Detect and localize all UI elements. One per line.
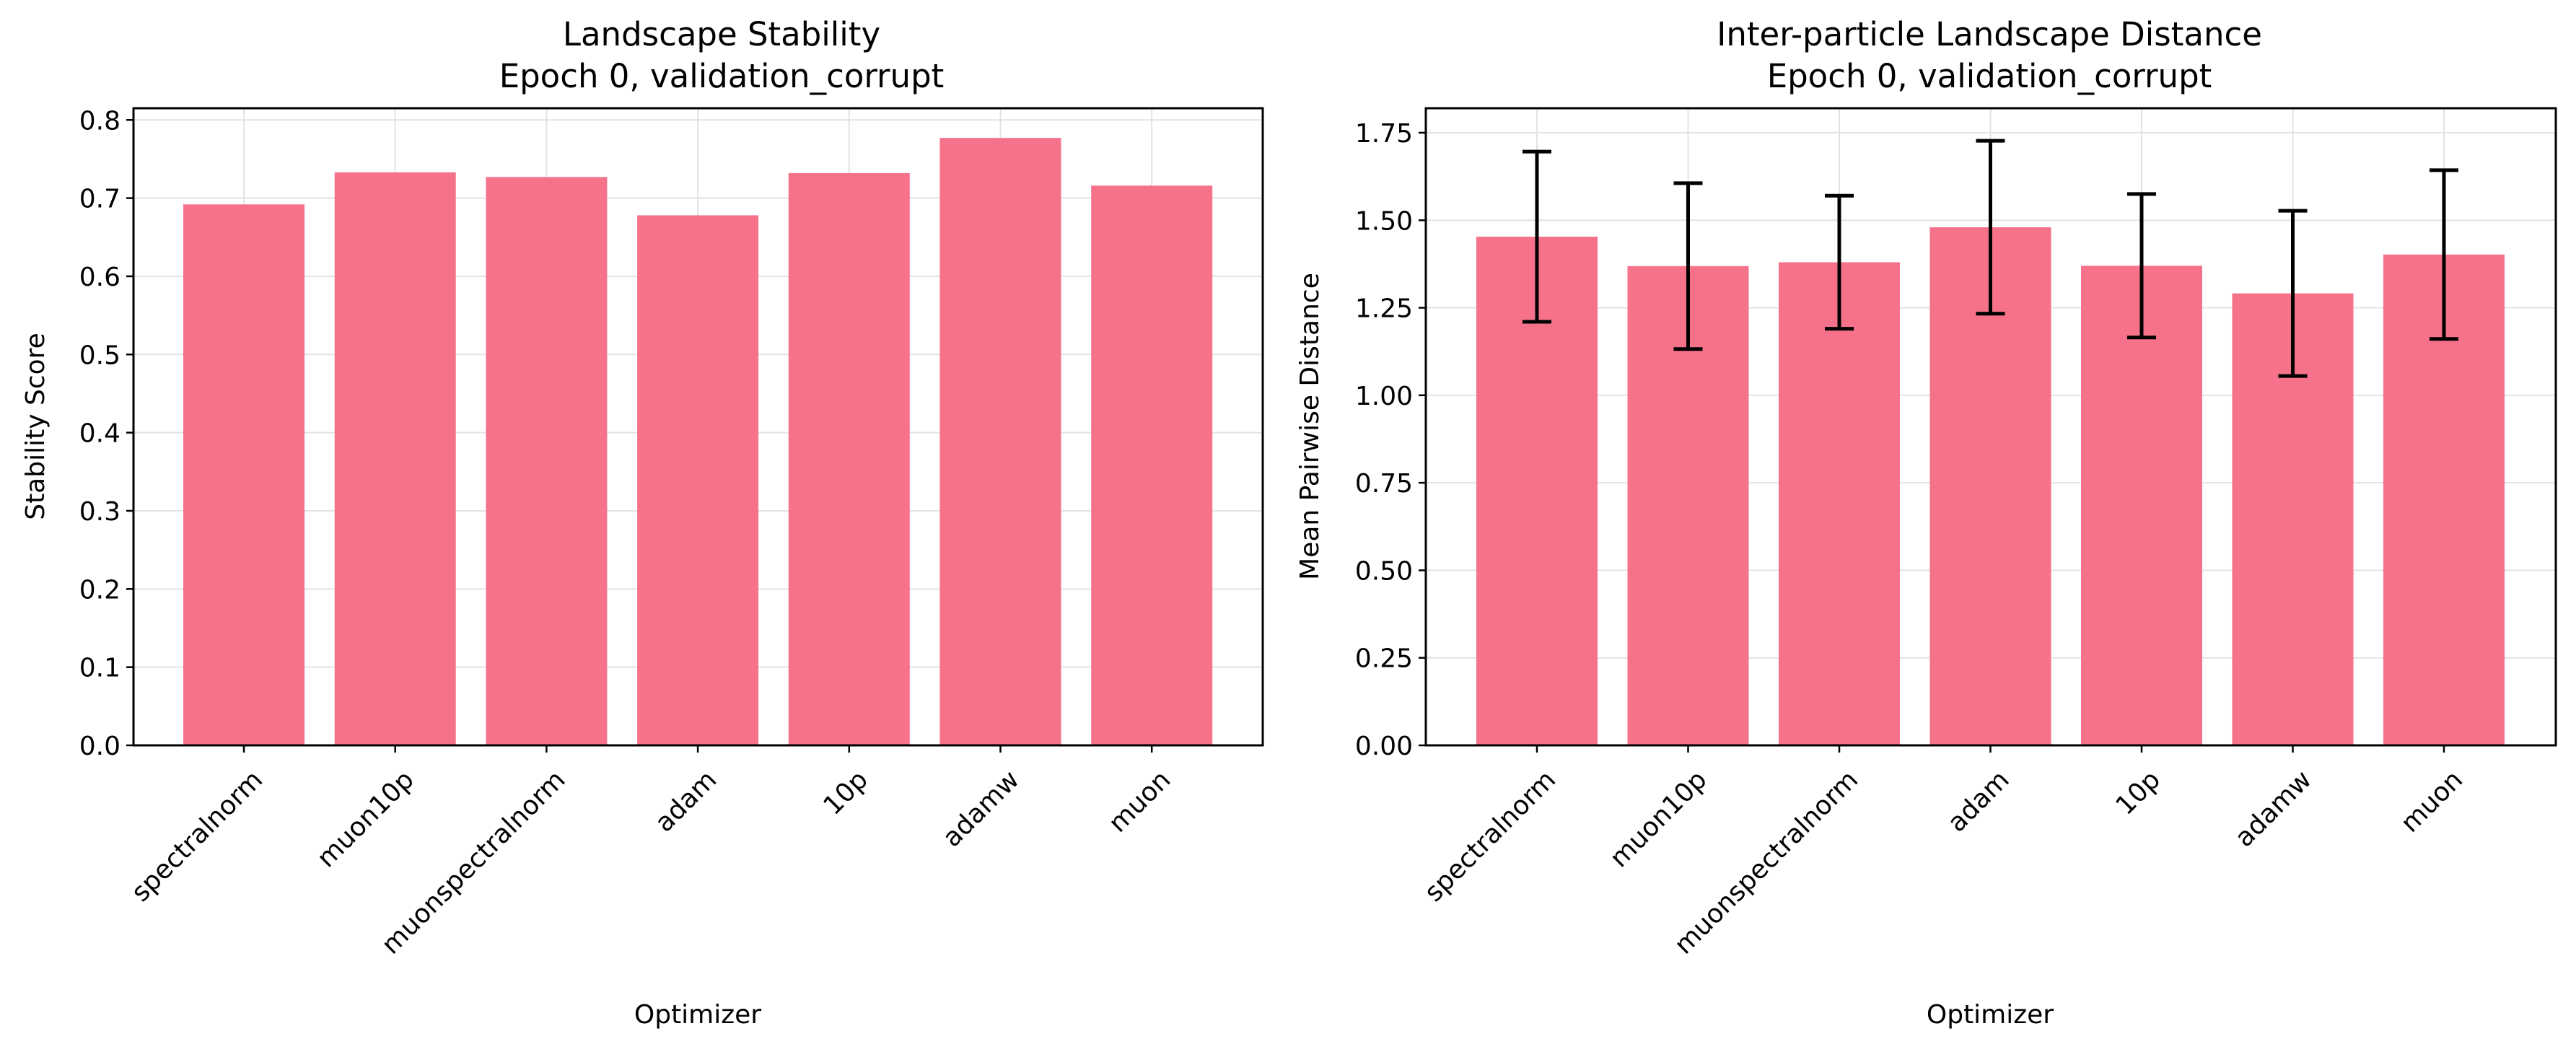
x-tick-label: adam	[649, 765, 722, 838]
bar-10p	[788, 172, 910, 745]
chart-subtitle: Epoch 0, validation_corrupt	[499, 57, 945, 95]
x-axis-label: Optimizer	[634, 1000, 761, 1030]
error-bars	[1523, 139, 2458, 378]
chart-title: Landscape Stability	[563, 15, 880, 53]
y-tick-label: 1.25	[1355, 294, 1413, 324]
y-tick-label: 0.00	[1355, 732, 1413, 761]
y-tick-label: 0.3	[79, 497, 121, 527]
bar-10p	[2081, 266, 2202, 745]
chart-title: Inter-particle Landscape Distance	[1717, 15, 2262, 53]
y-axis-label: Stability Score	[21, 333, 51, 520]
x-tick-label: adam	[1942, 765, 2015, 838]
x-tick-label: muon10p	[1605, 765, 1713, 873]
bar-muon10p	[334, 172, 456, 745]
y-tick-label: 0.6	[79, 263, 121, 292]
x-tick-label: adamw	[937, 765, 1025, 853]
bar-series	[183, 138, 1213, 746]
x-tick-label: spectralnorm	[126, 765, 268, 908]
y-tick-label: 0.1	[79, 654, 121, 683]
bar-muonspectralnorm	[1779, 262, 1900, 745]
stability-chart: Landscape Stability Epoch 0, validation_…	[21, 15, 1264, 1030]
y-tick-label: 0.7	[79, 185, 121, 214]
bar-muonspectralnorm	[486, 177, 608, 745]
y-tick-label: 1.75	[1355, 119, 1413, 149]
bar-series	[1476, 227, 2505, 745]
x-tick-label: muon	[1103, 765, 1177, 838]
y-tick-label: 0.25	[1355, 644, 1413, 674]
y-tick-label: 0.0	[79, 732, 121, 761]
bar-muon	[1091, 185, 1213, 745]
chart-subtitle: Epoch 0, validation_corrupt	[1767, 57, 2212, 95]
y-tick-label: 1.00	[1355, 382, 1413, 411]
bar-adamw	[939, 138, 1061, 746]
y-tick-label: 0.8	[79, 106, 121, 136]
y-axis-label: Mean Pairwise Distance	[1295, 273, 1325, 580]
x-tick-label: adamw	[2230, 765, 2318, 853]
x-tick-label: muon10p	[312, 765, 420, 873]
y-tick-label: 0.50	[1355, 556, 1413, 586]
y-tick-label: 0.5	[79, 341, 121, 370]
y-axis-ticks: 0.00 0.25 0.50 0.75 1.00 1.25 1.50 1.75	[1355, 119, 1426, 761]
y-tick-label: 0.2	[79, 575, 121, 605]
x-tick-label: 10p	[818, 765, 874, 821]
x-tick-label: muon	[2396, 765, 2469, 838]
x-tick-label: spectralnorm	[1419, 765, 1561, 908]
x-tick-label: 10p	[2111, 765, 2167, 821]
y-tick-label: 0.4	[79, 419, 121, 449]
y-axis-ticks: 0.0 0.1 0.2 0.3 0.4 0.5 0.6 0.7 0.8	[79, 106, 133, 761]
x-axis-label: Optimizer	[1927, 1000, 2054, 1030]
y-tick-label: 0.75	[1355, 469, 1413, 499]
distance-chart: Inter-particle Landscape Distance Epoch …	[1295, 15, 2557, 1030]
y-tick-label: 1.50	[1355, 206, 1413, 236]
bar-spectralnorm	[183, 204, 305, 745]
bar-adam	[637, 215, 759, 745]
